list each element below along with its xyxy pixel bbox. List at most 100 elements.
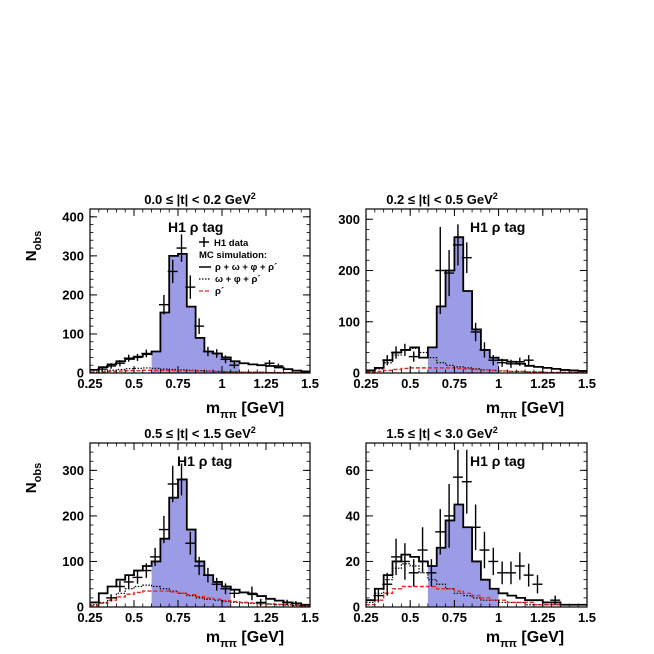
rhoprime-histogram [366,367,587,374]
x-tick-label: 1.25 [530,610,555,625]
y-tick-label: 200 [62,508,84,523]
x-tick-label: 1.5 [578,610,596,625]
panel-2: 0.5 ≤ |t| < 1.5 GeV2 Nobs mππ [GeV] [23,425,284,650]
data-point [176,463,187,496]
data-point [479,342,490,358]
data-point [452,224,463,266]
x-tick-label: 0.75 [165,610,190,625]
data-point [523,563,534,587]
legend: H1 ρ tag H1 data MC simulation: ρ + ω + … [168,219,277,297]
data-point [373,588,384,603]
data-point [470,504,481,551]
data-point [461,242,472,274]
data-point [123,575,134,589]
panel-tag: H1 ρ tag [168,219,223,235]
x-tick-label: 0.75 [165,376,190,391]
data-point [399,543,410,580]
data-point [417,527,428,573]
data-point [97,366,108,372]
legend-total-label: ρ + ω + φ + ρ´ [215,262,277,273]
legend-bkg-label: ω + φ + ρ´ [215,274,261,285]
data-point [290,601,301,606]
panel-3: 1.5 ≤ |t| < 3.0 GeV2 mππ [GeV] [386,425,564,650]
x-tick-label: 0.75 [442,376,467,391]
data-point [461,449,472,514]
data-point [220,583,231,595]
y-tick-label: 400 [62,209,84,224]
data-point [167,465,178,503]
legend-rhoprime-label: ρ´ [215,286,224,297]
y-tick-label: 0 [77,366,84,381]
data-point [202,567,213,583]
panel-tag: H1 ρ tag [177,453,232,469]
data-point [273,363,284,369]
data-point [514,357,525,366]
y-tick-label: 200 [338,263,360,278]
data-point [194,556,205,576]
data-point [141,563,152,578]
data-point [176,234,187,262]
x-tick-label: 1.5 [578,376,596,391]
y-axis-label: Nobs [23,231,44,261]
data-point [532,575,543,594]
panel-1: 0.2 ≤ |t| < 0.5 GeV2 mππ [GeV] [386,191,564,421]
data-point [505,359,516,368]
data-point [444,250,455,297]
total-histogram [90,478,310,606]
x-tick-label: 0.25 [353,376,378,391]
data-point [550,595,561,605]
data-point [514,552,525,580]
data-point [220,355,231,364]
x-tick-label: 0.5 [401,376,419,391]
data-point [264,360,275,367]
total-histogram [366,503,587,606]
x-tick-label: 1 [218,376,225,391]
panel-title: 0.0 ≤ |t| < 0.2 GeV2 [144,191,256,207]
legend-data-label: H1 data [214,238,249,249]
chart-3: 0.25 0.5 0.75 1 1.25 1.5 0 20 40 60 [346,442,596,625]
data-point [106,363,117,369]
data-point [150,547,161,566]
data-point [505,561,516,585]
data-point [246,586,257,601]
data-point [255,598,266,607]
y-tick-label: 0 [353,600,360,615]
y-tick-label: 300 [62,463,84,478]
x-tick-label: 1.25 [253,610,278,625]
data-point [391,538,402,576]
data-point [435,226,446,315]
x-tick-label: 0.25 [77,610,102,625]
data-point [211,349,222,358]
x-tick-label: 0.5 [125,610,143,625]
panel-tag: H1 ρ tag [470,219,525,235]
x-tick-label: 1 [218,610,225,625]
data-point [114,581,125,592]
panel-title: 1.5 ≤ |t| < 3.0 GeV2 [386,425,498,441]
panel-0: 0.0 ≤ |t| < 0.2 GeV2 Nobs mππ [GeV] [23,191,284,421]
panel-tag: H1 ρ tag [470,453,525,469]
chart-2: 0.25 0.5 0.75 1 1.25 1.5 0 100 200 300 [62,442,319,625]
data-point [382,355,393,366]
data-point [435,509,446,555]
data-point [426,559,437,587]
data-point [229,588,240,598]
data-point [399,343,410,357]
x-tick-label: 0.5 [125,376,143,391]
data-point [185,531,196,555]
x-axis-label: mππ [GeV] [486,400,564,421]
data-point [132,353,143,361]
data-point [194,318,205,334]
x-tick-label: 0.5 [401,610,419,625]
y-tick-label: 100 [62,326,84,341]
y-tick-label: 200 [62,287,84,302]
x-tick-label: 0.25 [77,376,102,391]
data-point [408,559,419,587]
panel-title: 0.5 ≤ |t| < 1.5 GeV2 [144,425,256,441]
y-tick-label: 0 [353,366,360,381]
data-point [141,349,152,358]
y-tick-label: 0 [77,600,84,615]
x-tick-label: 1 [495,610,502,625]
data-point [444,484,455,548]
background-histogram [366,563,587,606]
